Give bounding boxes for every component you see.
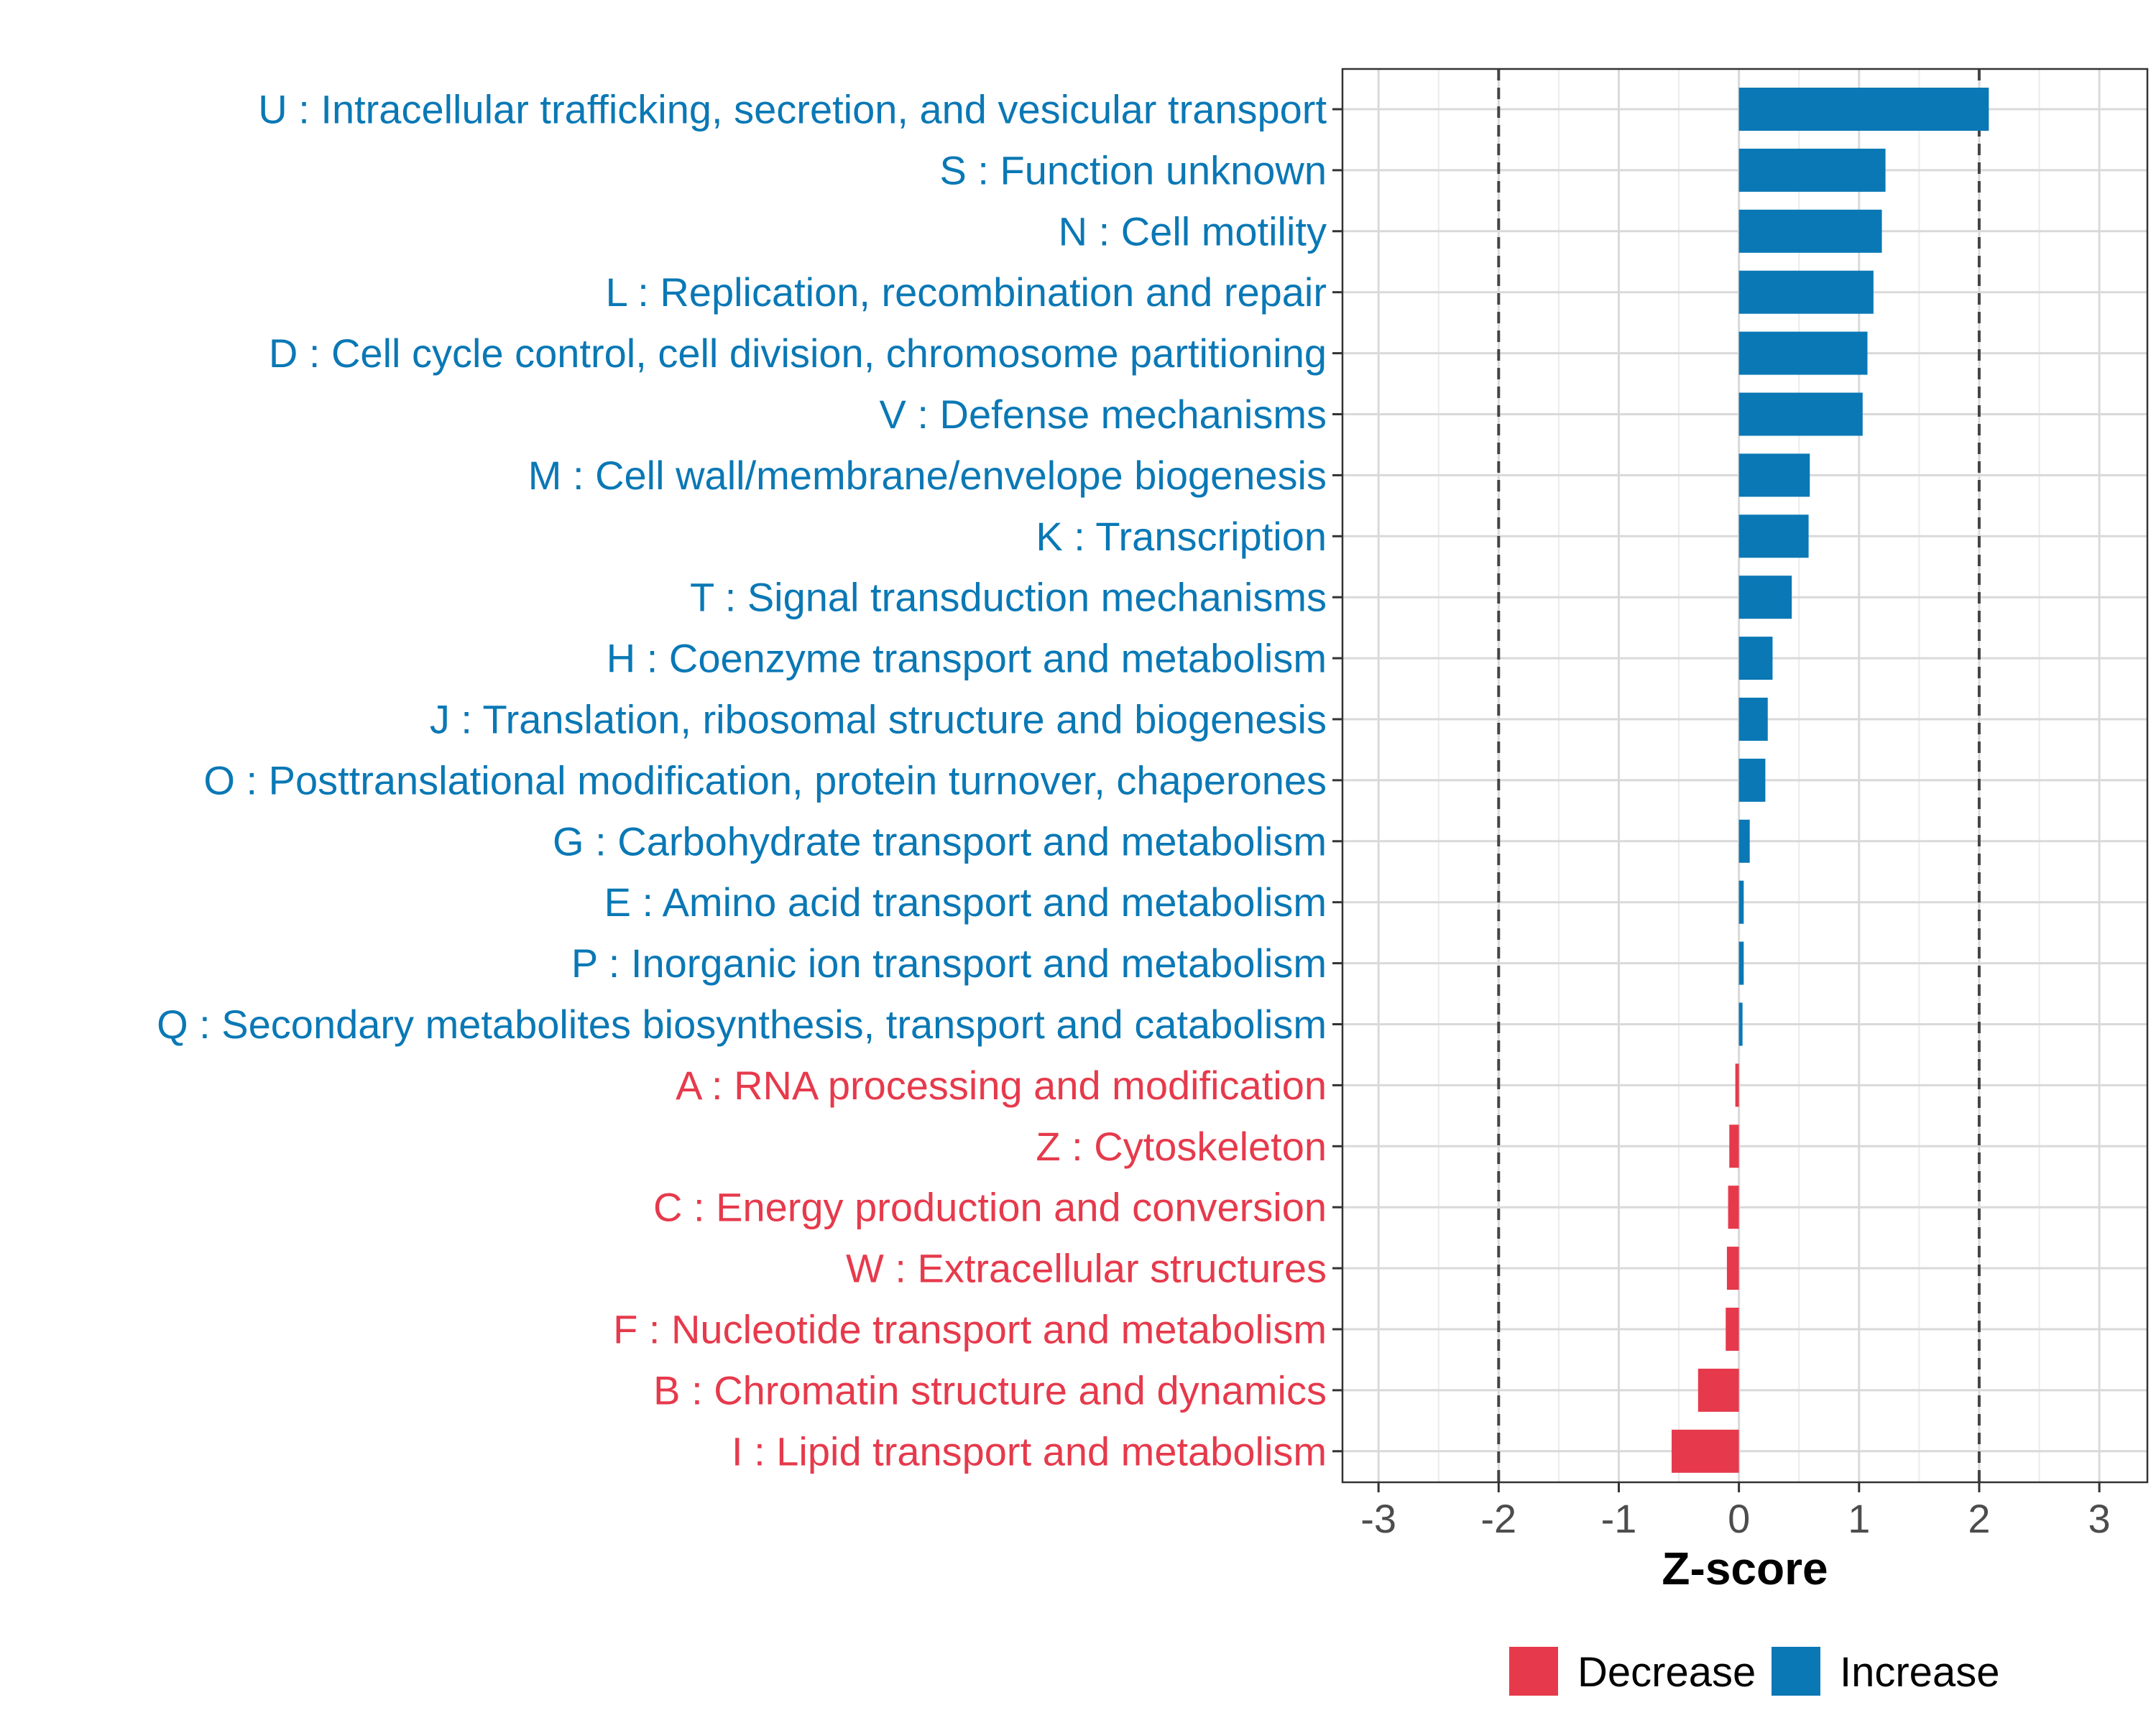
category-label: H : Coenzyme transport and metabolism [607, 636, 1327, 681]
bar [1726, 1308, 1739, 1351]
bars-layer [1672, 88, 1989, 1473]
bar [1738, 270, 1874, 314]
category-label: M : Cell wall/membrane/envelope biogenes… [528, 453, 1327, 498]
category-label: U : Intracellular trafficking, secretion… [258, 87, 1327, 132]
bar [1738, 88, 1989, 131]
legend-swatch [1509, 1647, 1558, 1696]
x-tick-label: 1 [1848, 1496, 1870, 1541]
category-label: A : RNA processing and modification [676, 1063, 1327, 1108]
category-label: G : Carbohydrate transport and metabolis… [553, 818, 1327, 864]
bar [1738, 819, 1750, 863]
category-label: P : Inorganic ion transport and metaboli… [571, 941, 1327, 986]
x-tick-label: -2 [1480, 1496, 1516, 1541]
category-label: B : Chromatin structure and dynamics [653, 1367, 1327, 1413]
bar [1738, 758, 1766, 802]
x-tick-label: 3 [2088, 1496, 2111, 1541]
bar [1738, 1002, 1743, 1046]
category-label: J : Translation, ribosomal structure and… [430, 697, 1327, 742]
bar [1738, 941, 1744, 985]
category-label: N : Cell motility [1059, 208, 1327, 254]
threshold-lines [1497, 69, 1981, 1482]
y-axis: U : Intracellular trafficking, secretion… [157, 87, 1342, 1474]
bar [1728, 1186, 1739, 1229]
bar [1697, 1368, 1739, 1412]
category-label: K : Transcription [1036, 514, 1327, 559]
category-label: V : Defense mechanisms [880, 392, 1327, 437]
category-label: C : Energy production and conversion [653, 1185, 1327, 1230]
category-label: D : Cell cycle control, cell division, c… [269, 331, 1327, 376]
bar [1735, 1063, 1739, 1107]
category-label: F : Nucleotide transport and metabolism [613, 1307, 1327, 1352]
bar [1738, 453, 1810, 497]
x-tick-label: 0 [1728, 1496, 1750, 1541]
category-label: O : Posttranslational modification, prot… [203, 757, 1327, 803]
legend-label: Decrease [1577, 1649, 1756, 1696]
bar [1738, 698, 1768, 741]
x-axis-title: Z-score [1662, 1543, 1828, 1594]
bar [1738, 148, 1886, 192]
bar [1738, 880, 1744, 924]
category-label: L : Replication, recombination and repai… [606, 269, 1327, 315]
bar [1738, 637, 1773, 680]
category-label: Z : Cytoskeleton [1036, 1124, 1327, 1169]
bar [1738, 209, 1882, 253]
bar [1738, 331, 1868, 375]
category-label: E : Amino acid transport and metabolism [604, 879, 1327, 925]
category-label: S : Function unknown [939, 147, 1327, 193]
plot-panel-border [1341, 68, 2149, 1484]
legend-swatch [1772, 1647, 1820, 1696]
x-tick-label: -3 [1360, 1496, 1396, 1541]
legend-label: Increase [1840, 1649, 1999, 1696]
bar [1672, 1429, 1739, 1473]
bar [1738, 576, 1792, 619]
category-label: W : Extracellular structures [846, 1246, 1327, 1291]
category-label: T : Signal transduction mechanisms [690, 575, 1327, 620]
x-axis: -3 -2 -1 0 1 2 3 [1360, 1482, 2111, 1541]
x-tick-label: 2 [1968, 1496, 1990, 1541]
legend: Decrease Increase [1509, 1647, 1999, 1696]
category-label: I : Lipid transport and metabolism [732, 1428, 1327, 1474]
bar [1738, 392, 1863, 436]
bar [1726, 1247, 1739, 1290]
x-tick-label: -1 [1601, 1496, 1637, 1541]
bar [1738, 514, 1809, 558]
bar [1729, 1124, 1739, 1168]
category-label: Q : Secondary metabolites biosynthesis, … [157, 1002, 1327, 1047]
